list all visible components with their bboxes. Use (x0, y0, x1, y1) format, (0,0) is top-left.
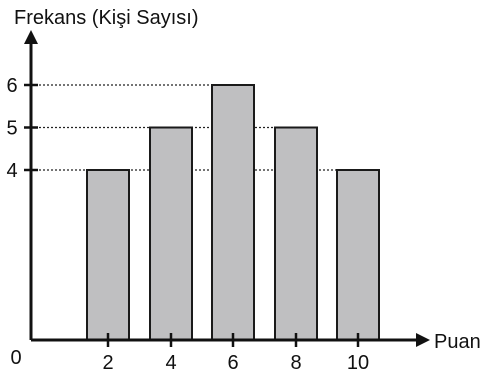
ticks: 4 5 6 2 4 6 8 10 (6, 75, 369, 374)
y-tick-label-4: 4 (6, 160, 17, 182)
origin-label: 0 (10, 347, 21, 369)
y-axis-arrow-icon (24, 30, 38, 44)
labels: Frekans (Kişi Sayısı) Puan 0 (10, 7, 480, 369)
x-tick-label-10: 10 (347, 352, 369, 374)
bar-8 (274, 126, 318, 341)
y-tick-label-6: 6 (6, 75, 17, 97)
x-tick-label-8: 8 (290, 352, 301, 374)
x-tick-label-6: 6 (227, 352, 238, 374)
y-tick-label-5: 5 (6, 118, 17, 140)
x-tick-label-4: 4 (165, 352, 176, 374)
x-tick-label-2: 2 (102, 352, 113, 374)
bars (86, 84, 380, 341)
y-axis-title: Frekans (Kişi Sayısı) (14, 7, 198, 29)
bar-10 (336, 169, 380, 341)
x-axis-title: Puan (434, 331, 481, 353)
axes (24, 30, 430, 347)
bar-6 (211, 84, 255, 341)
bar-4 (149, 126, 193, 341)
bar-2 (86, 169, 130, 341)
reference-lines (31, 84, 379, 171)
x-axis-arrow-icon (416, 333, 430, 347)
